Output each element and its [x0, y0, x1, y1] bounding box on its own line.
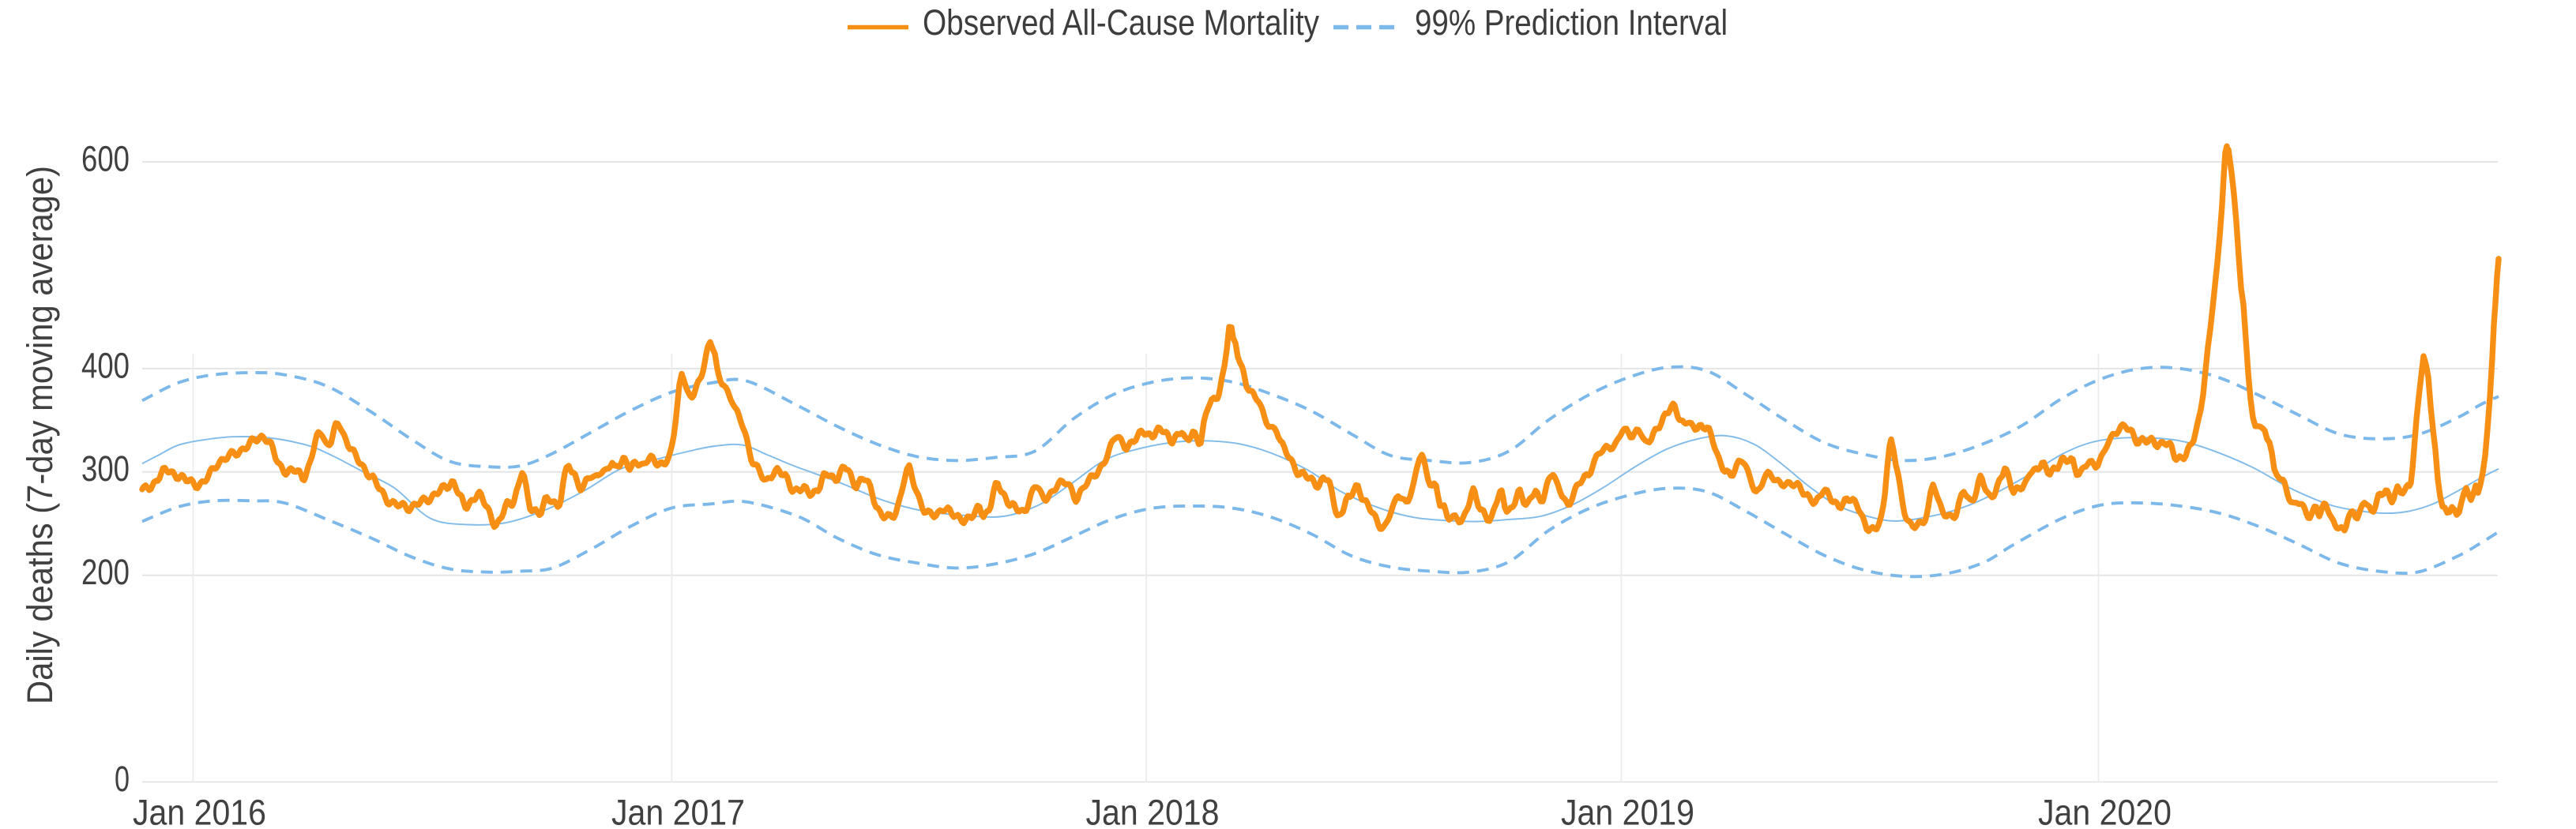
svg-text:99% Prediction Interval: 99% Prediction Interval — [1415, 2, 1728, 43]
svg-text:Jan 2019: Jan 2019 — [1561, 793, 1694, 829]
svg-text:Jan 2017: Jan 2017 — [611, 793, 745, 829]
svg-text:Daily deaths (7-day moving ave: Daily deaths (7-day moving average) — [20, 166, 60, 704]
svg-text:400: 400 — [81, 345, 130, 385]
svg-text:0: 0 — [115, 759, 130, 799]
svg-text:Jan 2016: Jan 2016 — [133, 793, 266, 829]
svg-text:300: 300 — [81, 448, 130, 489]
svg-text:Jan 2020: Jan 2020 — [2038, 793, 2172, 829]
svg-text:Observed All-Cause Mortality: Observed All-Cause Mortality — [923, 2, 1319, 43]
svg-text:200: 200 — [81, 552, 130, 592]
svg-text:Jan 2018: Jan 2018 — [1086, 793, 1220, 829]
svg-text:600: 600 — [81, 139, 130, 179]
